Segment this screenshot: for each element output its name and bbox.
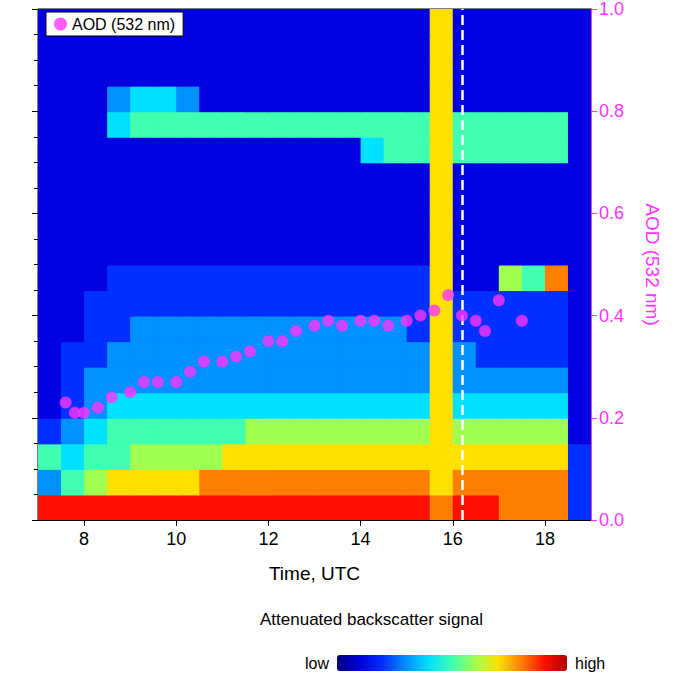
svg-text:AOD (532 nm): AOD (532 nm)	[72, 16, 175, 33]
svg-text:0.2: 0.2	[599, 408, 624, 428]
svg-text:low: low	[305, 655, 329, 672]
svg-text:16: 16	[443, 529, 463, 549]
svg-text:AOD (532 nm): AOD (532 nm)	[642, 203, 663, 325]
svg-text:0.0: 0.0	[599, 510, 624, 530]
svg-text:18: 18	[535, 529, 555, 549]
svg-text:10: 10	[166, 529, 186, 549]
svg-text:1.0: 1.0	[599, 0, 624, 19]
svg-text:8: 8	[79, 529, 89, 549]
svg-text:12: 12	[258, 529, 278, 549]
svg-text:14: 14	[351, 529, 371, 549]
svg-text:Time, UTC: Time, UTC	[269, 563, 360, 584]
svg-text:0.4: 0.4	[599, 306, 624, 326]
svg-text:high: high	[575, 655, 605, 672]
svg-text:Attenuated backscatter signal: Attenuated backscatter signal	[260, 610, 483, 629]
svg-text:0.8: 0.8	[599, 101, 624, 121]
svg-text:0.6: 0.6	[599, 203, 624, 223]
